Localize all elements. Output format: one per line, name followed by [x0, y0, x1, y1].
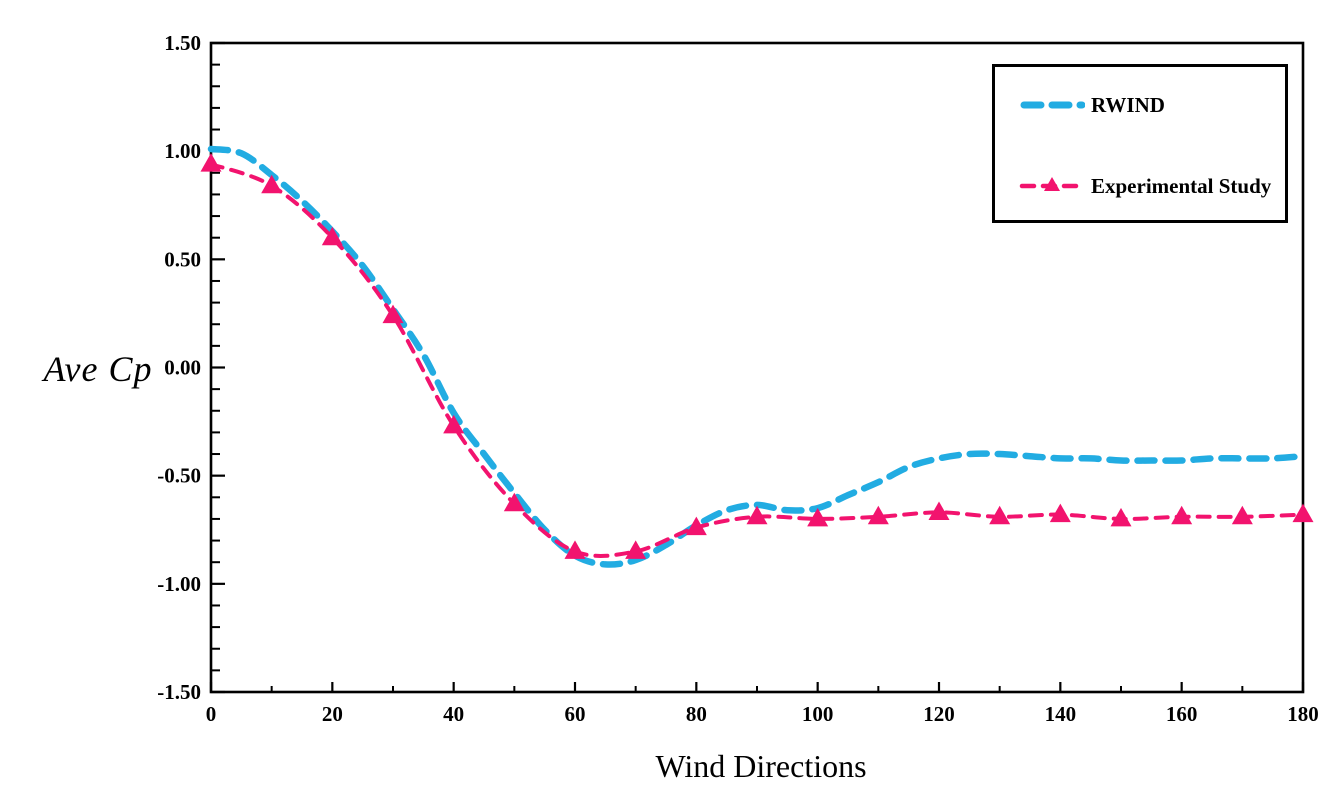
series-marker-1: [1110, 507, 1132, 527]
x-tick-label: 20: [322, 702, 343, 726]
series-marker-1: [867, 505, 889, 525]
series-marker-1: [321, 226, 343, 246]
series-marker-1: [746, 505, 768, 525]
series-marker-1: [503, 492, 525, 512]
x-axis-title: Wind Directions: [655, 748, 867, 784]
y-axis-title: Ave Cp: [43, 349, 153, 389]
x-tick-label: 160: [1166, 702, 1198, 726]
legend-label-experimental: Experimental Study: [1091, 173, 1272, 198]
legend: RWIND Experimental Study: [992, 64, 1288, 223]
y-tick-label: 1.50: [164, 31, 201, 55]
series-marker-1: [685, 516, 707, 536]
y-tick-label: -1.50: [157, 680, 201, 704]
x-tick-label: 100: [802, 702, 834, 726]
series-marker-1: [1292, 503, 1314, 523]
series-marker-1: [443, 414, 465, 434]
x-tick-label: 180: [1287, 702, 1319, 726]
legend-item-experimental: Experimental Study: [1019, 169, 1271, 203]
y-tick-label: 0.50: [164, 247, 201, 271]
series-marker-1: [1171, 505, 1193, 525]
series-marker-1: [989, 505, 1011, 525]
series-marker-1: [1049, 503, 1071, 523]
y-tick-label: 1.00: [164, 139, 201, 163]
series-line-1: [209, 162, 1305, 558]
series-marker-1: [1231, 505, 1253, 525]
x-tick-label: 120: [923, 702, 955, 726]
x-tick-label: 80: [686, 702, 707, 726]
series-marker-1: [807, 507, 829, 527]
legend-item-rwind: RWIND: [1019, 88, 1165, 122]
series-marker-1: [625, 540, 647, 559]
series-marker-1: [261, 174, 283, 194]
series-marker-1: [928, 501, 950, 520]
x-tick-label: 60: [565, 702, 586, 726]
experimental-line-swatch: [1019, 177, 1085, 191]
x-tick-label: 0: [206, 702, 217, 726]
x-tick-label: 140: [1045, 702, 1077, 726]
rwind-line-swatch: [1020, 101, 1085, 109]
y-tick-label: -0.50: [157, 464, 201, 488]
y-tick-label: 0.00: [164, 356, 201, 380]
legend-label-rwind: RWIND: [1091, 92, 1165, 117]
series-marker-1: [564, 540, 586, 559]
series-marker-1: [382, 304, 404, 324]
y-tick-label: -1.00: [157, 572, 201, 596]
x-tick-label: 40: [443, 702, 464, 726]
series-marker-1: [200, 153, 222, 172]
